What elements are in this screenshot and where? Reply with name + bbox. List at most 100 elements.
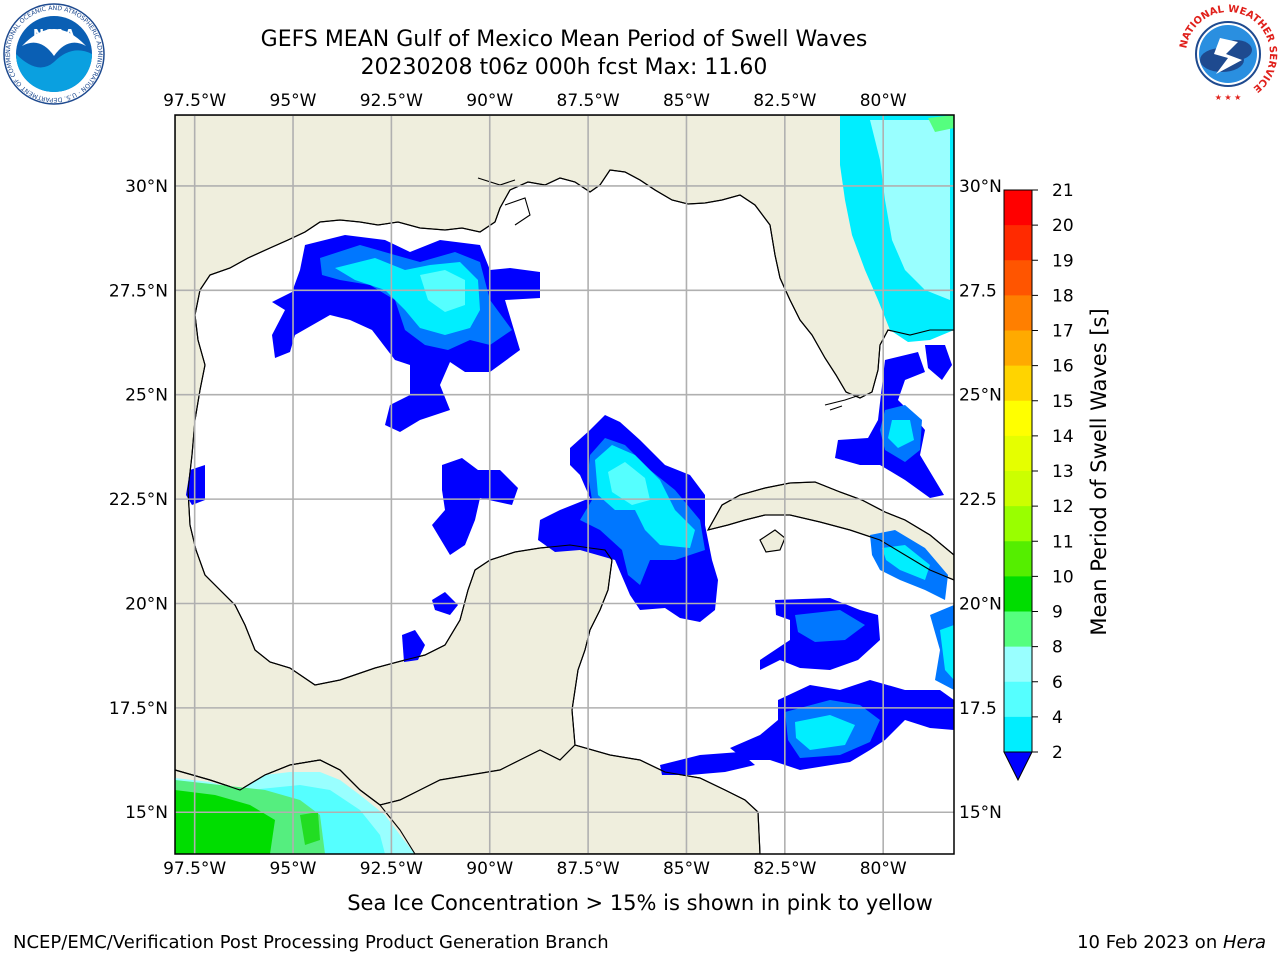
colorbar-extend-min bbox=[1003, 751, 1033, 782]
lon-label-bottom: 80°W bbox=[860, 859, 907, 879]
colorbar-swatch bbox=[1004, 576, 1032, 612]
lon-label-top: 92.5°W bbox=[360, 91, 423, 111]
lat-label-right: 17.5 bbox=[959, 699, 997, 719]
colorbar-tick-label: 20 bbox=[1052, 216, 1074, 236]
lat-label-right: 30°N bbox=[959, 177, 1002, 197]
colorbar-swatch bbox=[1004, 225, 1032, 261]
contour-9-10s bbox=[928, 115, 954, 132]
colorbar-tick-label: 19 bbox=[1052, 251, 1074, 271]
noaa-logo-text: NOAA bbox=[33, 28, 75, 43]
lon-label-bottom: 92.5°W bbox=[360, 859, 423, 879]
colorbar-swatch bbox=[1004, 400, 1032, 437]
lat-labels-right: 30°N 27.5 25°N 22.5 20°N 17.5 15°N bbox=[959, 177, 1002, 823]
sea-ice-note: Sea Ice Concentration > 15% is shown in … bbox=[347, 891, 933, 915]
colorbar-tick-label: 11 bbox=[1052, 532, 1074, 552]
lon-label-bottom: 87.5°W bbox=[557, 859, 620, 879]
colorbar-swatch bbox=[1004, 365, 1032, 402]
colorbar-swatch bbox=[1004, 681, 1032, 718]
colorbar-tick-label: 4 bbox=[1052, 708, 1063, 728]
footer-machine: Hera bbox=[1222, 932, 1266, 953]
colorbar-tick-label: 2 bbox=[1052, 743, 1063, 763]
colorbar-tick-label: 12 bbox=[1052, 497, 1074, 517]
colorbar-tick-label: 8 bbox=[1052, 638, 1063, 658]
lon-label-top: 85°W bbox=[663, 91, 710, 111]
contour-6-8s bbox=[882, 545, 930, 580]
colorbar-swatch bbox=[1004, 611, 1032, 648]
lon-label-top: 80°W bbox=[860, 91, 907, 111]
lon-label-bottom: 90°W bbox=[466, 859, 513, 879]
colorbar-tick-label: 18 bbox=[1052, 286, 1074, 306]
contour-2-4s bbox=[402, 630, 425, 662]
contour-8-9s bbox=[870, 120, 950, 300]
colorbar-swatch bbox=[1004, 506, 1032, 542]
lon-label-bottom: 97.5°W bbox=[163, 859, 226, 879]
lon-labels-bottom: 97.5°W 95°W 92.5°W 90°W 87.5°W 85°W 82.5°W 80°W bbox=[163, 859, 907, 879]
colorbar-swatch bbox=[1004, 435, 1032, 472]
colorbar-tick-label: 9 bbox=[1052, 603, 1063, 623]
contour-2-4s bbox=[925, 345, 952, 380]
footer-date-text: 10 Feb 2023 on bbox=[1077, 932, 1223, 953]
svg-text:★ ★ ★: ★ ★ ★ bbox=[1215, 93, 1242, 102]
lon-label-top: 82.5°W bbox=[753, 91, 816, 111]
colorbar-label: Mean Period of Swell Waves [s] bbox=[1087, 308, 1111, 635]
map-frame bbox=[174, 114, 955, 855]
colorbar-tick-label: 16 bbox=[1052, 357, 1074, 377]
lat-label-left: 17.5°N bbox=[109, 699, 168, 719]
contour-pacific-11-12s bbox=[175, 790, 275, 854]
contour-2-4s bbox=[186, 465, 205, 505]
footer-credit: NCEP/EMC/Verification Post Processing Pr… bbox=[13, 932, 609, 953]
nws-logo: NATIONAL WEATHER SERVICE ★ ★ ★ bbox=[1178, 4, 1278, 104]
lat-label-left: 20°N bbox=[125, 594, 168, 614]
colorbar-tick-label: 17 bbox=[1052, 322, 1074, 342]
colorbar-tick-label: 15 bbox=[1052, 392, 1074, 412]
colorbar-tick-label: 10 bbox=[1052, 567, 1074, 587]
lat-label-right: 22.5 bbox=[959, 490, 997, 510]
colorbar-swatch bbox=[1004, 330, 1032, 367]
colorbar-swatch bbox=[1004, 295, 1032, 331]
lat-label-right: 20°N bbox=[959, 594, 1002, 614]
noaa-logo: NATIONAL OCEANIC AND ATMOSPHERIC ADMINIS… bbox=[2, 2, 105, 105]
colorbar-swatch bbox=[1004, 541, 1032, 577]
contour-2-4s bbox=[660, 752, 755, 775]
colorbar: 21 20 19 18 17 16 15 14 13 12 11 10 9 8 6 4 2 bbox=[1003, 181, 1074, 782]
lat-label-left: 15°N bbox=[125, 803, 168, 823]
lat-label-left: 30°N bbox=[125, 177, 168, 197]
coastline-layer bbox=[175, 169, 954, 854]
footer-date: 10 Feb 2023 on Hera bbox=[1077, 932, 1266, 953]
graticule bbox=[175, 115, 954, 854]
lon-label-top: 87.5°W bbox=[557, 91, 620, 111]
contour-6-8s bbox=[940, 625, 954, 680]
lon-label-top: 95°W bbox=[270, 91, 317, 111]
contour-8-9s bbox=[608, 462, 650, 505]
colorbar-swatch bbox=[1004, 646, 1032, 683]
contour-2-4s bbox=[432, 458, 518, 555]
contour-6-8s bbox=[795, 715, 855, 750]
colorbar-swatch bbox=[1004, 260, 1032, 296]
contour-pacific-11-12s bbox=[300, 812, 320, 845]
lat-labels-left: 30°N 27.5°N 25°N 22.5°N 20°N 17.5°N 15°N bbox=[109, 177, 168, 823]
lat-label-left: 22.5°N bbox=[109, 490, 168, 510]
lon-label-bottom: 85°W bbox=[663, 859, 710, 879]
lon-label-top: 97.5°W bbox=[163, 91, 226, 111]
map-title: GEFS MEAN Gulf of Mexico Mean Period of … bbox=[260, 27, 868, 52]
colorbar-tick-label: 6 bbox=[1052, 673, 1063, 693]
lat-label-right: 27.5 bbox=[959, 281, 997, 301]
land-isla-juventud bbox=[759, 529, 786, 553]
lon-label-bottom: 82.5°W bbox=[753, 859, 816, 879]
lon-label-bottom: 95°W bbox=[270, 859, 317, 879]
lat-label-left: 25°N bbox=[125, 386, 168, 406]
contour-6-8s bbox=[888, 420, 914, 448]
map-subtitle-run: 20230208 t06z 000h fcst Max: 11.60 bbox=[360, 55, 768, 80]
colorbar-tick-label: 21 bbox=[1052, 181, 1074, 201]
swell-period-contours bbox=[175, 115, 954, 854]
colorbar-swatch bbox=[1004, 190, 1032, 226]
lon-labels-top: 97.5°W 95°W 92.5°W 90°W 87.5°W 85°W 82.5°W 80°W bbox=[163, 91, 907, 111]
colorbar-swatch bbox=[1004, 471, 1032, 507]
lon-label-top: 90°W bbox=[466, 91, 513, 111]
colorbar-tick-label: 14 bbox=[1052, 427, 1074, 447]
colorbar-tick-label: 13 bbox=[1052, 462, 1074, 482]
lat-label-right: 15°N bbox=[959, 803, 1002, 823]
lat-label-right: 25°N bbox=[959, 386, 1002, 406]
colorbar-swatch bbox=[1004, 716, 1032, 753]
